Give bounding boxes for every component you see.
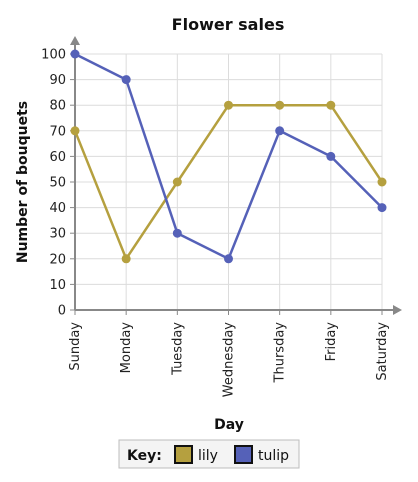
- x-axis-title: Day: [214, 417, 244, 433]
- chart-title: Flower sales: [172, 15, 285, 34]
- legend-swatch-tulip: [234, 445, 253, 464]
- grid: [75, 53, 383, 310]
- data-point-lily: [70, 126, 80, 136]
- y-tick-label: 80: [49, 99, 66, 114]
- data-point-tulip: [121, 75, 131, 85]
- x-tick-label: Sunday: [68, 322, 83, 371]
- legend-swatch-lily: [174, 445, 193, 464]
- data-point-tulip: [275, 126, 285, 136]
- y-tick-label: 30: [49, 227, 66, 242]
- y-tick-label: 100: [41, 48, 66, 63]
- y-tick-label: 40: [49, 201, 66, 216]
- y-tick-label: 10: [49, 278, 66, 293]
- x-axis-arrow: [393, 305, 402, 315]
- data-point-tulip: [224, 254, 233, 264]
- y-tick-label: 70: [49, 124, 66, 139]
- data-point-tulip: [377, 203, 387, 213]
- legend-box: [118, 439, 300, 469]
- data-point-lily: [172, 177, 182, 187]
- data-point-tulip: [172, 228, 182, 238]
- data-point-lily: [326, 100, 336, 110]
- legend: Key: lily tulip: [118, 439, 300, 469]
- data-point-lily: [377, 177, 387, 187]
- y-tick-labels: 0 10 20 30 40 50 60 70 80 90 100: [41, 48, 66, 319]
- y-tick-label: 0: [58, 304, 66, 319]
- legend-label-tulip: tulip: [258, 448, 289, 464]
- x-tick-label: Friday: [324, 322, 339, 362]
- x-tick-labels: Sunday Monday Tuesday Wednesday Thursday Frid…: [68, 322, 390, 398]
- data-point-lily: [224, 100, 233, 110]
- x-tick-label: Tuesday: [170, 322, 185, 376]
- data-point-lily: [121, 254, 131, 264]
- y-axis-arrow: [70, 36, 80, 45]
- data-point-lily: [275, 100, 285, 110]
- y-tick-label: 20: [49, 252, 66, 267]
- axes: [70, 36, 402, 315]
- y-tick-label: 60: [49, 150, 66, 165]
- y-axis-title: Number of bouquets: [15, 101, 31, 263]
- legend-key-label: Key:: [127, 448, 162, 464]
- data-point-tulip: [70, 49, 80, 59]
- x-tick-label: Wednesday: [222, 322, 237, 398]
- x-tick-label: Thursday: [273, 322, 288, 384]
- y-tick-label: 90: [49, 73, 66, 88]
- y-tick-label: 50: [49, 176, 66, 191]
- data-point-tulip: [326, 151, 336, 161]
- x-tick-label: Monday: [119, 322, 134, 374]
- legend-label-lily: lily: [198, 448, 218, 464]
- x-tick-label: Saturday: [375, 322, 390, 381]
- series-group: [70, 49, 387, 264]
